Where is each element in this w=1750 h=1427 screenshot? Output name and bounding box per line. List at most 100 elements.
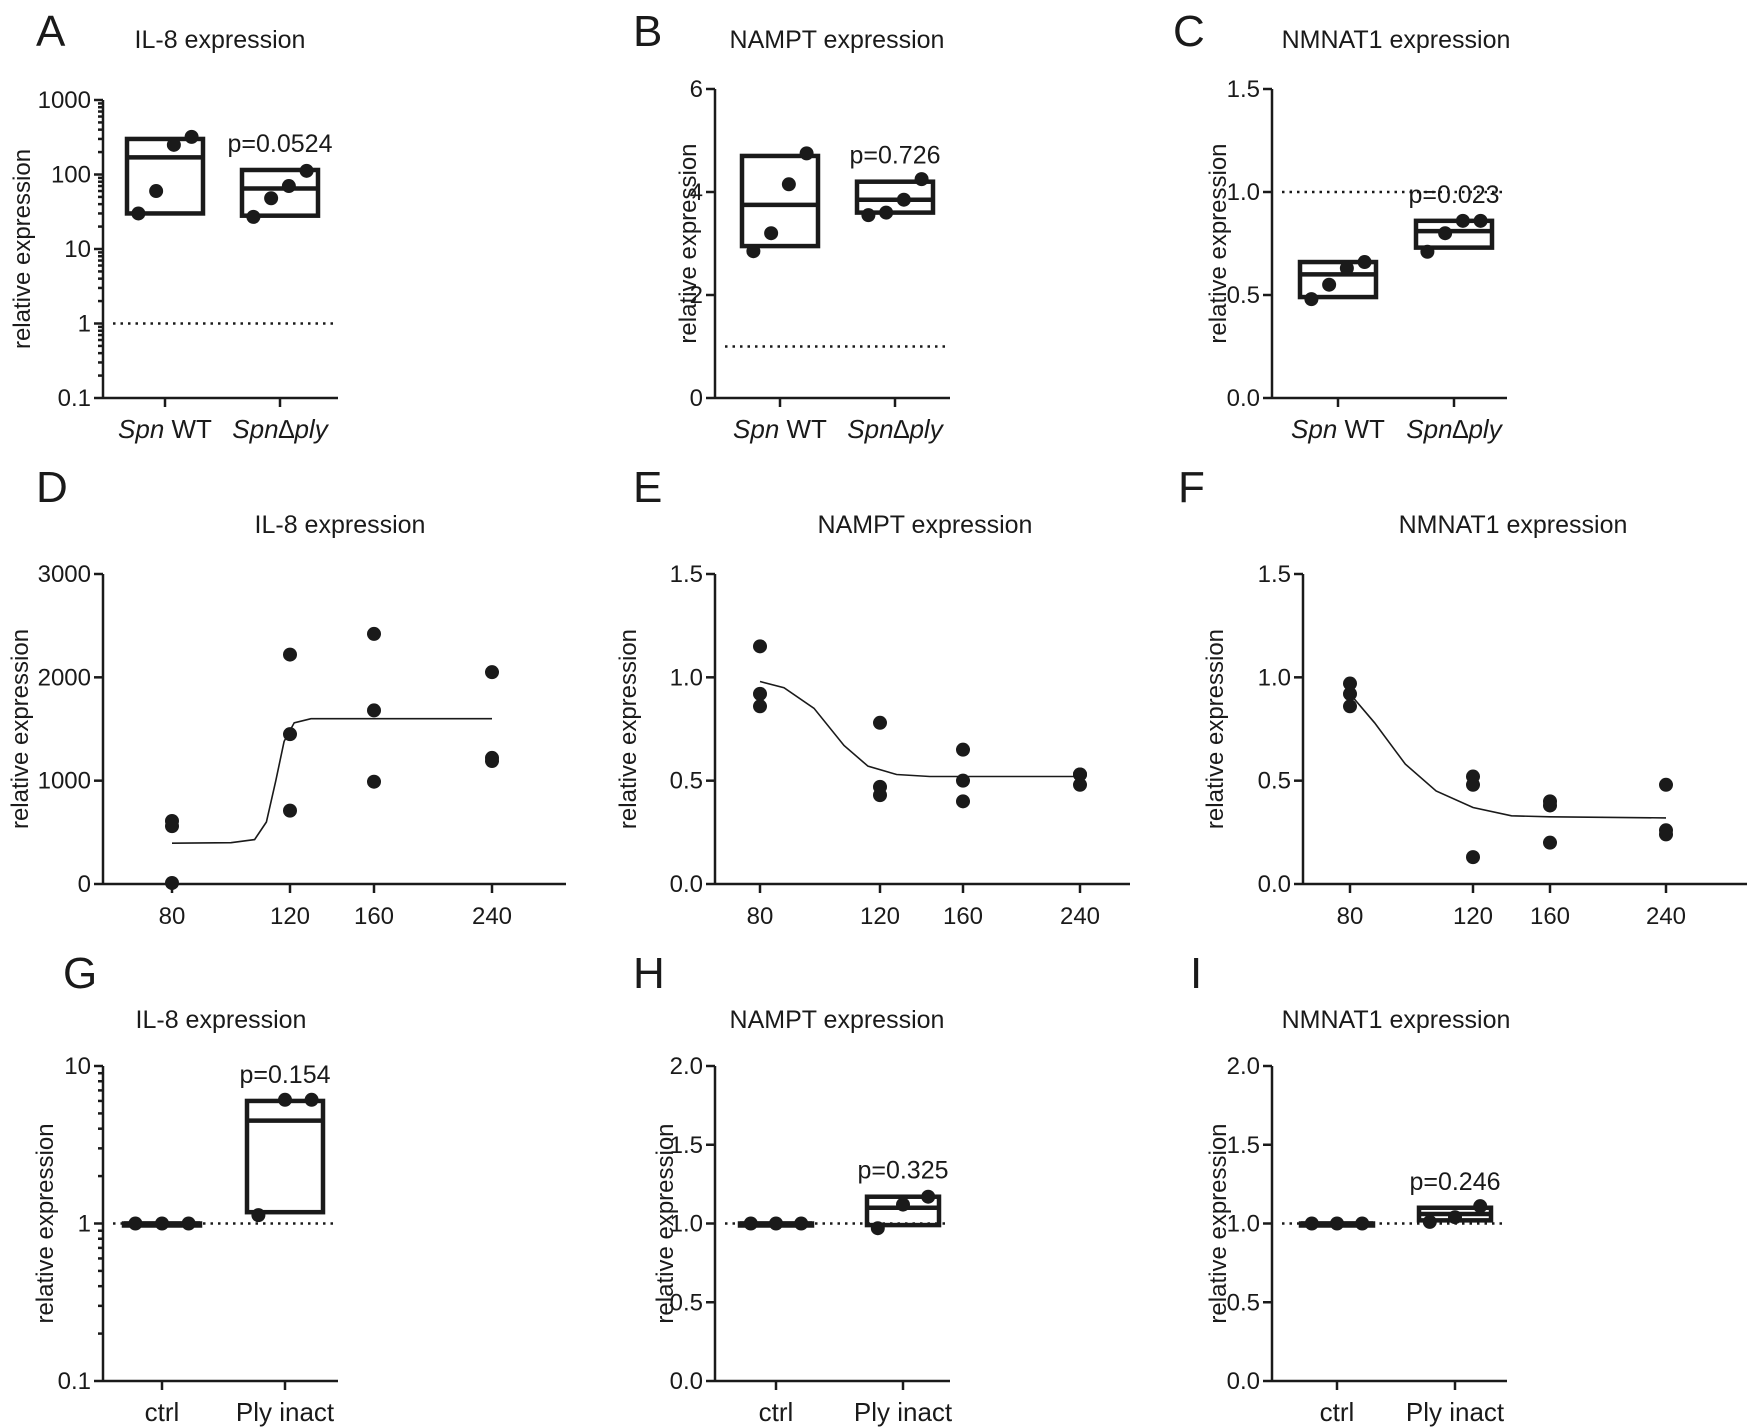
panel-e-y-axis-label: relative expression <box>615 629 642 829</box>
panel-a-box-2 <box>239 167 321 218</box>
panel-i-y-tick-label: 0.5 <box>1227 1289 1260 1316</box>
panel-e-title: NAMPT expression <box>818 511 1033 539</box>
panel-a-x-category-label-italic: Spn <box>118 414 164 444</box>
panel-g-y-axis-label: relative expression <box>32 1123 59 1323</box>
panel-c-data-point <box>1304 292 1319 307</box>
panel-c-data-point <box>1438 226 1453 241</box>
panel-i-x-category-label: ctrl <box>1320 1397 1355 1427</box>
panel-c-data-point <box>1420 244 1435 259</box>
panel-d-fit-curve <box>171 717 492 844</box>
panel-d-y-axis-label: relative expression <box>7 629 34 829</box>
panel-e-y-tick-label: 1.5 <box>670 561 703 588</box>
panel-a-data-point <box>149 184 164 199</box>
panel-b-data-point <box>861 208 876 223</box>
panel-d-data-point <box>283 803 297 818</box>
panel-a-data-point <box>131 206 146 221</box>
panel-h-p-value: p=0.325 <box>857 1157 948 1185</box>
panel-c-box-2 <box>1413 218 1495 250</box>
panel-f-data-point <box>1343 676 1357 691</box>
panel-b: B NAMPT expression 0 2 4 6 relative expression… <box>633 7 950 444</box>
panel-c-data-point <box>1455 213 1470 228</box>
panel-g-data-point <box>278 1092 292 1107</box>
panel-c-box-1 <box>1297 259 1379 300</box>
panel-f-y-tick-label: 0.0 <box>1258 871 1291 898</box>
panel-b-box-2 <box>854 179 936 215</box>
panel-a-data-point <box>166 137 181 152</box>
panel-h-data-point <box>921 1189 936 1204</box>
panel-f-data-point <box>1659 823 1673 838</box>
panel-f-letter: F <box>1178 463 1205 512</box>
panel-g-y-tick-label: 10 <box>64 1053 91 1080</box>
panel-f: F NMNAT1 expression 0.0 0.5 1.0 1.5 relative e… <box>1178 463 1747 930</box>
panel-i-data-point <box>1355 1216 1370 1231</box>
panel-c-title: NMNAT1 expression <box>1282 26 1511 54</box>
panel-i-x-category-label: Ply inact <box>1406 1397 1505 1427</box>
panel-g-data-point <box>128 1216 143 1231</box>
panel-f-fit-curve <box>1349 693 1667 819</box>
panel-e-letter: E <box>633 463 662 512</box>
panel-d-y-tick-label: 1000 <box>38 768 91 795</box>
panel-d-data-point <box>485 665 499 680</box>
panel-f-x-tick-label: 120 <box>1453 903 1493 930</box>
panel-d-letter: D <box>36 463 68 512</box>
panel-i: I NMNAT1 expression 0.0 0.5 1.0 1.5 2.0 relativ… <box>1190 949 1510 1427</box>
panel-d-data-point <box>165 813 179 828</box>
panel-h-letter: H <box>633 949 665 998</box>
panel-b-x-category-label-italic: Spn <box>733 414 779 444</box>
panel-i-data-point <box>1448 1210 1462 1225</box>
panel-d-x-tick-label: 160 <box>354 903 394 930</box>
panel-e-data-point <box>1073 767 1087 782</box>
panel-d-x-tick-label: 120 <box>270 903 310 930</box>
panel-h-y-tick-label: 2.0 <box>670 1053 703 1080</box>
panel-i-data-point <box>1304 1216 1319 1231</box>
panel-f-data-point <box>1659 777 1673 792</box>
panel-e-y-tick-label: 0.5 <box>670 768 703 795</box>
panel-h: H NAMPT expression 0.0 0.5 1.0 1.5 2.0 relative… <box>633 949 953 1427</box>
panel-b-data-point <box>746 244 761 259</box>
panel-b-data-point <box>896 192 911 207</box>
panel-i-title: NMNAT1 expression <box>1282 1006 1511 1034</box>
panel-a-y-tick-label: 10 <box>64 236 91 263</box>
panel-e-data-point <box>873 779 887 794</box>
panel-b-data-point <box>799 146 814 161</box>
panel-b-y-tick-label: 0 <box>690 385 703 412</box>
panel-a-y-axis-label: relative expression <box>9 149 36 349</box>
panel-f-data-point <box>1466 769 1480 784</box>
panel-i-p-value: p=0.246 <box>1409 1168 1500 1196</box>
panel-b-title: NAMPT expression <box>730 26 945 54</box>
panel-c-letter: C <box>1173 7 1205 56</box>
panel-a-data-point <box>281 179 296 194</box>
panel-g-y-tick-label: 1 <box>78 1211 91 1238</box>
panel-d: D IL-8 expression 0 1000 2000 3000 relative ex… <box>7 463 566 930</box>
panel-e-x-tick-label: 80 <box>747 903 774 930</box>
panel-e-data-point <box>1073 777 1087 792</box>
panel-d-data-point <box>283 727 297 742</box>
panel-f-y-tick-label: 1.5 <box>1258 561 1291 588</box>
panel-a-data-point <box>264 191 279 206</box>
panel-e-data-point <box>956 794 970 809</box>
panel-c-x-category-label: Spn∆ply <box>1406 414 1503 444</box>
panel-a-data-point <box>246 209 261 224</box>
panel-b-letter: B <box>633 7 662 56</box>
panel-b-x-category-label-italic: Spn∆ply <box>847 414 944 444</box>
panel-b-data-point <box>781 177 796 192</box>
panel-g-title: IL-8 expression <box>136 1006 307 1034</box>
panel-d-data-point <box>283 647 297 662</box>
panel-f-y-axis-label: relative expression <box>1202 629 1229 829</box>
panel-h-data-point <box>743 1216 758 1231</box>
panel-e-y-tick-label: 1.0 <box>670 664 703 691</box>
panel-d-x-tick-label: 80 <box>159 903 186 930</box>
panel-e-x-tick-label: 240 <box>1060 903 1100 930</box>
panel-i-y-tick-label: 1.0 <box>1227 1211 1260 1238</box>
panel-f-x-tick-label: 80 <box>1337 903 1364 930</box>
panel-e: E NAMPT expression 0.0 0.5 1.0 1.5 relative ex… <box>615 463 1130 930</box>
panel-c-y-tick-label: 0.5 <box>1227 282 1260 309</box>
panel-g-data-point <box>251 1208 266 1223</box>
panel-g-p-value: p=0.154 <box>239 1061 330 1089</box>
panel-i-data-point <box>1330 1216 1344 1231</box>
panel-d-data-point <box>165 875 179 890</box>
panel-c-x-category-label-italic: Spn∆ply <box>1406 414 1503 444</box>
panel-a-x-category-label-italic: Spn∆ply <box>232 414 329 444</box>
panel-i-y-tick-label: 2.0 <box>1227 1053 1260 1080</box>
panel-d-data-point <box>367 626 381 641</box>
